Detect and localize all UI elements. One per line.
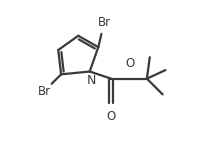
Text: O: O [125,57,134,70]
Text: N: N [87,74,96,87]
Text: O: O [106,110,116,123]
Text: Br: Br [37,85,51,98]
Text: Br: Br [97,16,111,29]
